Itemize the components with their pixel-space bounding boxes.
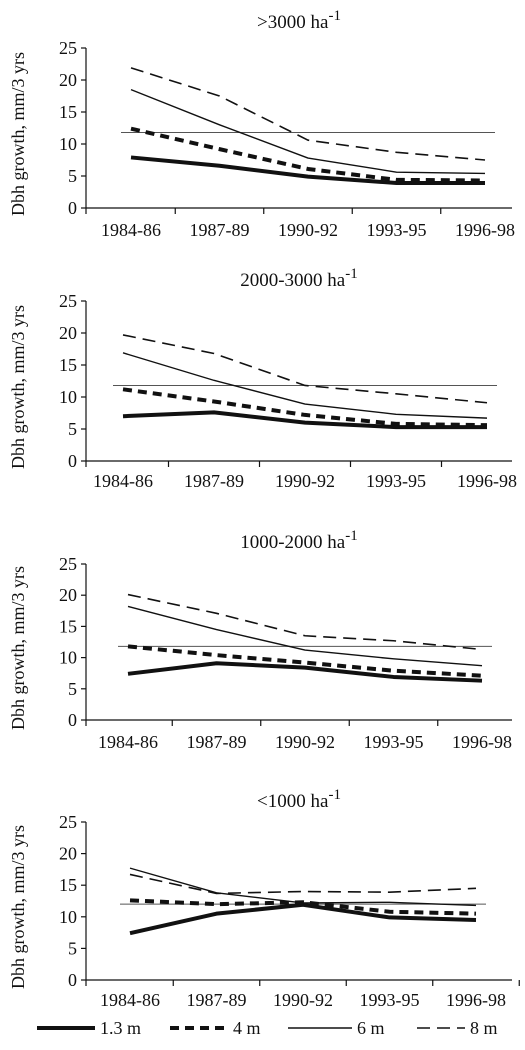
legend-label: 6 m	[357, 1018, 385, 1038]
series-line-4-m	[122, 387, 488, 428]
y-tick-label: 5	[68, 938, 77, 958]
y-tick-label: 10	[59, 134, 77, 154]
series-line-6-m	[122, 352, 488, 419]
x-tick-label: 1987-89	[187, 732, 247, 752]
panel-title: 2000-3000 ha-1	[240, 266, 358, 291]
y-tick-label: 0	[68, 451, 77, 471]
x-tick-label: 1987-89	[190, 220, 250, 240]
panel-title: >3000 ha-1	[257, 8, 341, 33]
panel-2: 0 5 10 15 20 25 1984-86 1987-89 1990-92 1993-95 19…	[8, 266, 517, 491]
x-tick-label: 1990-92	[275, 732, 335, 752]
panel-title-superscript: -1	[328, 8, 341, 24]
y-tick-label: 0	[68, 970, 77, 990]
x-tick-label: 1996-98	[455, 220, 515, 240]
y-tick-label: 20	[59, 585, 77, 605]
panel-title-superscript: -1	[345, 266, 358, 282]
panel-title-superscript: -1	[345, 528, 358, 544]
y-tick-label: 15	[59, 616, 77, 636]
y-tick-label: 10	[59, 907, 77, 927]
x-tick-label: 1987-89	[184, 471, 244, 491]
series-line-8-m	[127, 593, 483, 651]
series-line-8-m	[122, 334, 488, 404]
panel-title-superscript: -1	[328, 787, 341, 803]
y-tick-label: 0	[68, 198, 77, 218]
x-tick-label: 1984-86	[98, 732, 158, 752]
y-tick-label: 25	[59, 554, 77, 574]
series-line-1-3-m	[129, 902, 477, 936]
legend-label: 8 m	[470, 1018, 498, 1038]
x-tick-label: 1984-86	[93, 471, 153, 491]
panel-title-text: 1000-2000 ha	[240, 532, 346, 553]
y-tick-label: 10	[59, 648, 77, 668]
y-tick-label: 10	[59, 387, 77, 407]
panel-title: <1000 ha-1	[257, 787, 341, 812]
x-tick-label: 1993-95	[364, 732, 424, 752]
series-line-6-m	[130, 88, 486, 175]
x-tick-label: 1996-98	[452, 732, 512, 752]
x-tick-label: 1990-92	[273, 990, 333, 1010]
legend: 1.3 m 4 m 6 m 8 m	[37, 1018, 498, 1038]
x-tick-label: 1990-92	[278, 220, 338, 240]
y-axis-label: Dbh growth, mm/3 yrs	[8, 52, 28, 216]
x-tick-label: 1990-92	[275, 471, 335, 491]
y-tick-label: 20	[59, 844, 77, 864]
y-tick-label: 0	[68, 710, 77, 730]
y-tick-label: 5	[68, 166, 77, 186]
y-tick-label: 5	[68, 679, 77, 699]
y-tick-label: 25	[59, 38, 77, 58]
y-tick-label: 25	[59, 812, 77, 832]
y-axis-label: Dbh growth, mm/3 yrs	[8, 305, 28, 469]
y-tick-label: 20	[59, 70, 77, 90]
y-tick-label: 15	[59, 875, 77, 895]
panel-3: 0 5 10 15 20 25 1984-86 1987-89 1990-92 1993-95 19…	[8, 528, 512, 752]
x-tick-label: 1996-98	[446, 990, 506, 1010]
y-tick-label: 15	[59, 355, 77, 375]
y-tick-label: 20	[59, 323, 77, 343]
series-line-4-m	[130, 126, 486, 183]
series-line-8-m	[130, 67, 486, 161]
series-line-1-3-m	[130, 155, 485, 186]
x-tick-label: 1993-95	[367, 220, 427, 240]
y-axis-label: Dbh growth, mm/3 yrs	[8, 566, 28, 730]
panel-title: 1000-2000 ha-1	[240, 528, 358, 553]
legend-label: 4 m	[233, 1018, 261, 1038]
x-tick-label: 1993-95	[360, 990, 420, 1010]
panel-4: 0 5 10 15 20 25 1984-86 1987-89 1990-92 1993-95 19…	[8, 787, 520, 1010]
x-tick-label: 1996-98	[457, 471, 517, 491]
y-tick-label: 15	[59, 102, 77, 122]
y-axis-label: Dbh growth, mm/3 yrs	[8, 825, 28, 989]
y-tick-label: 25	[59, 291, 77, 311]
legend-label: 1.3 m	[100, 1018, 141, 1038]
x-tick-label: 1984-86	[100, 990, 160, 1010]
x-tick-label: 1993-95	[366, 471, 426, 491]
series-line-6-m	[129, 867, 477, 907]
x-tick-label: 1987-89	[187, 990, 247, 1010]
series-line-6-m	[127, 605, 483, 667]
series-line-1-3-m	[127, 661, 483, 683]
x-tick-label: 1984-86	[101, 220, 161, 240]
panel-title-text: <1000 ha	[257, 791, 329, 812]
panel-title-text: >3000 ha	[257, 12, 329, 33]
series-line-8-m	[129, 873, 477, 895]
y-tick-label: 5	[68, 419, 77, 439]
series-line-1-3-m	[122, 410, 487, 430]
panel-title-text: 2000-3000 ha	[240, 270, 346, 291]
panel-1: 0 5 10 15 20 25 1984-86 1987-89 1990-92 1993-95 19…	[8, 8, 515, 240]
